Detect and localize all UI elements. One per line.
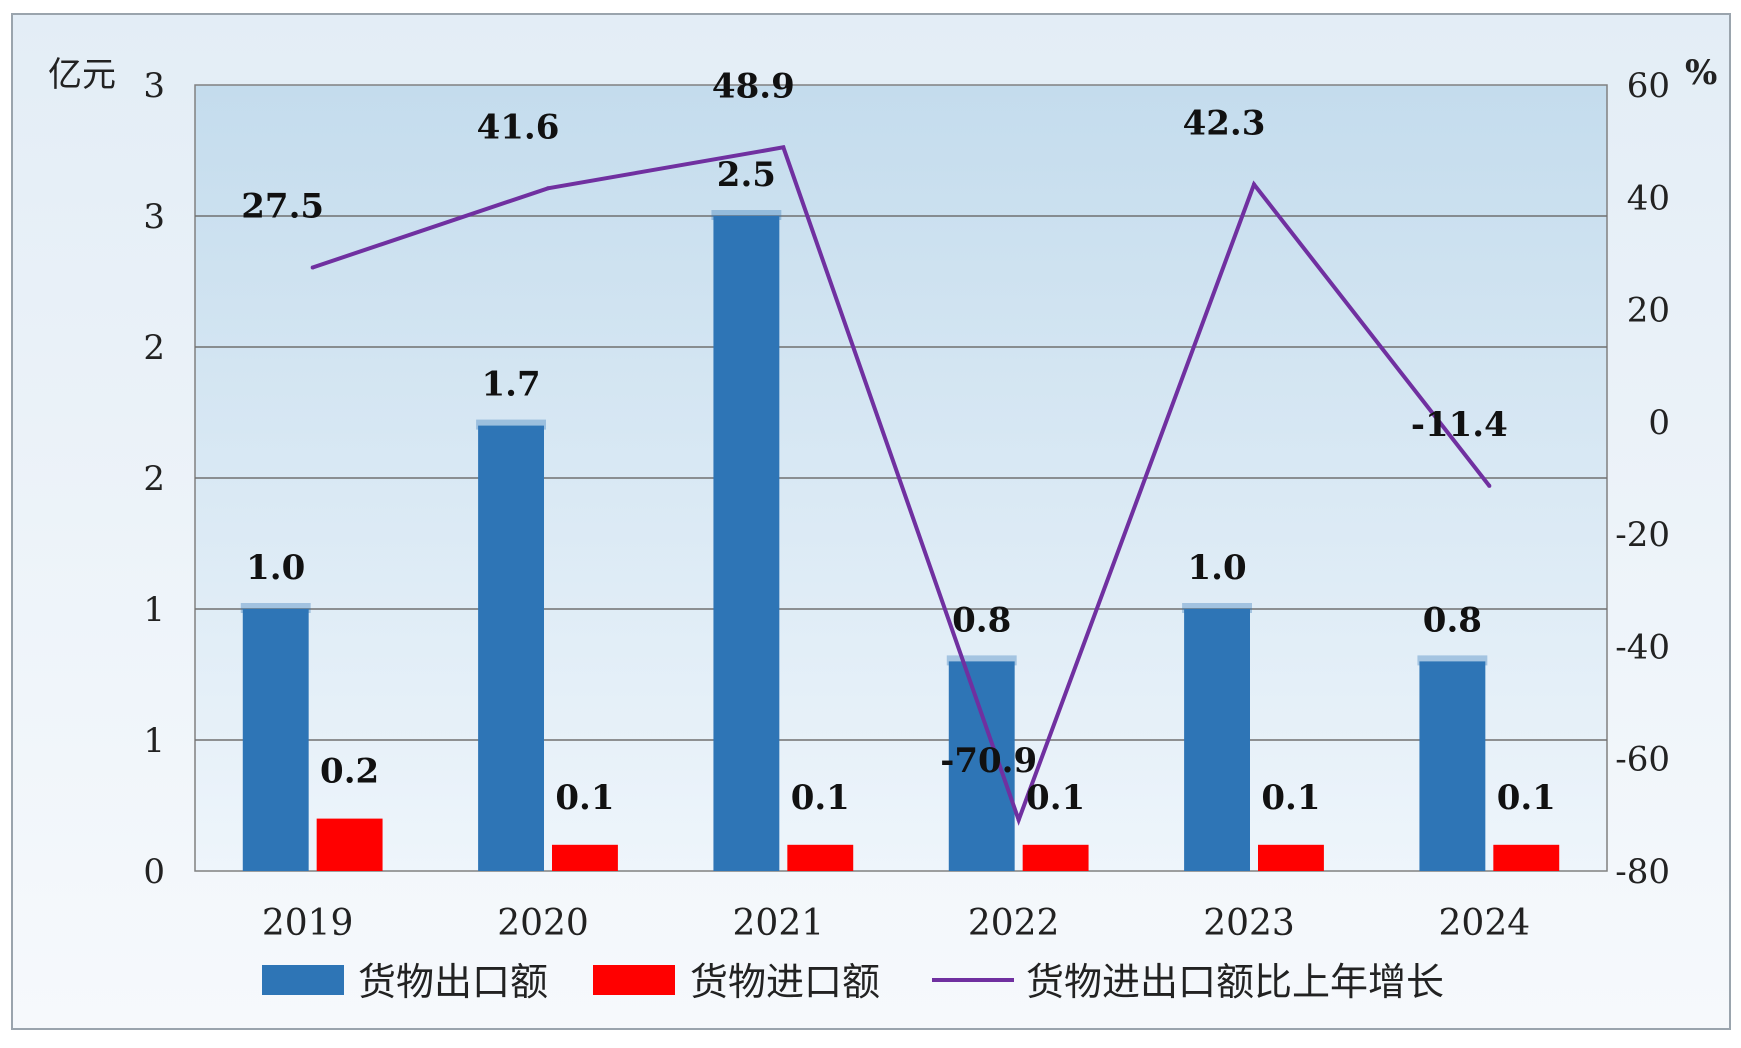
growth-value-label: -11.4 [1411,405,1508,445]
import-value-label: 0.1 [1497,778,1556,818]
x-tick-label: 2019 [262,903,354,944]
growth-point [1487,483,1492,488]
growth-value-label: 42.3 [1183,103,1266,143]
left-tick-label: 2 [143,328,165,368]
export-bar-shadow [240,603,311,613]
x-tick-label: 2020 [497,903,589,944]
growth-line [310,145,1492,826]
bars [240,210,1560,871]
growth-value-label: -70.9 [940,741,1037,781]
left-tick-label: 2 [143,459,165,499]
left-axis: 0 1 1 2 2 3 3 [143,66,165,892]
right-tick-label: 0 [1648,403,1670,443]
export-bar-shadow [946,655,1017,666]
export-bar-shadow [711,210,782,220]
left-tick-label: 3 [143,66,165,106]
growth-line-path [312,145,1491,826]
export-bar-shadow [1182,603,1252,613]
export-value-label: 1.0 [1187,548,1246,588]
data-labels: 1.0 0.2 1.7 0.1 2.5 0.1 0.8 0.1 1.0 0.1 0.8 0.1 27.5… [241,66,1556,817]
growth-value-label: 27.5 [241,186,324,226]
right-tick-label: -80 [1615,852,1670,892]
import-value-label: 0.1 [1026,778,1085,818]
x-tick-label: 2021 [733,903,825,944]
x-tick-label: 2023 [1203,903,1295,944]
export-value-label: 2.5 [717,155,776,195]
import-bar [787,844,854,871]
x-axis: 2019 2020 2021 2022 2023 2024 [262,903,1530,944]
growth-value-label: 41.6 [477,107,560,147]
legend-label-export: 货物出口额 [358,960,548,1004]
x-tick-label: 2024 [1439,903,1531,944]
export-value-label: 1.0 [246,548,305,588]
export-value-label: 0.8 [952,600,1011,640]
right-tick-label: -60 [1615,740,1670,780]
import-value-label: 0.1 [555,778,614,818]
legend-label-growth: 货物进出口额比上年增长 [1026,960,1444,1004]
legend: 货物出口额 货物进口额 货物进出口额比上年增长 [262,960,1444,1004]
growth-point [310,265,315,270]
growth-value-label: 48.9 [712,66,795,106]
growth-point [1252,182,1256,187]
left-axis-unit: 亿元 [48,55,116,95]
right-tick-label: -40 [1615,627,1670,667]
growth-point [781,145,786,150]
growth-point [1016,817,1021,822]
export-value-label: 1.7 [481,365,540,405]
import-bar [1022,844,1089,871]
import-value-label: 0.1 [1261,778,1320,818]
import-bar [552,844,618,871]
growth-point [546,186,550,191]
import-bar [1258,844,1324,871]
right-tick-label: -20 [1615,515,1670,555]
right-axis-unit: % [1685,53,1717,93]
export-value-label: 0.8 [1423,600,1482,640]
export-bar [1419,661,1486,871]
right-tick-label: 60 [1627,66,1670,106]
import-bar [1493,844,1560,871]
export-bar [478,425,544,871]
export-bar-shadow [476,419,546,430]
import-value-label: 0.1 [791,778,850,818]
import-bar [316,818,383,871]
legend-swatch-import [593,965,675,995]
x-tick-label: 2022 [968,903,1060,944]
legend-label-import: 货物进口额 [690,960,880,1004]
legend-swatch-export [262,965,344,995]
export-bar [242,609,309,871]
export-bar-shadow [1417,655,1488,666]
right-tick-label: 40 [1627,178,1670,218]
export-bar [713,216,780,871]
left-tick-label: 0 [143,852,165,892]
export-bar [948,661,1015,871]
left-tick-label: 1 [143,721,165,761]
import-value-label: 0.2 [320,752,379,792]
left-tick-label: 1 [143,590,165,630]
right-tick-label: 20 [1627,291,1670,331]
right-axis: -80 -60 -40 -20 0 20 40 60 [1615,66,1670,892]
export-bar [1184,609,1250,871]
left-tick-label: 3 [143,197,165,237]
